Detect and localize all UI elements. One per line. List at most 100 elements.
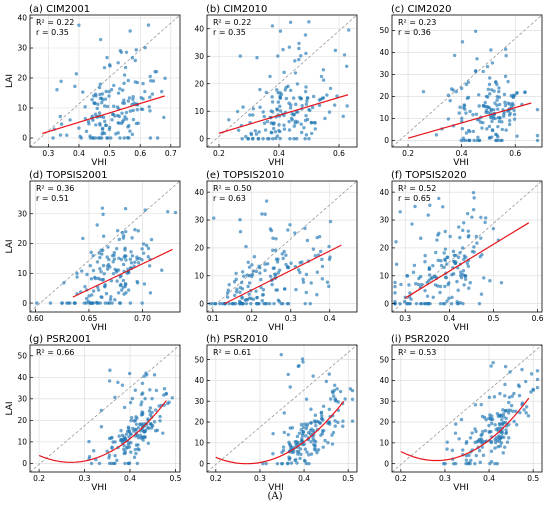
data-point xyxy=(495,94,499,99)
data-point xyxy=(251,113,255,117)
x-tick-label: 0.65 xyxy=(81,314,98,323)
data-point xyxy=(246,137,250,141)
data-point xyxy=(493,446,497,450)
data-point xyxy=(298,456,302,461)
data-point xyxy=(461,272,465,277)
y-tick-label: 10 xyxy=(379,114,389,123)
data-point xyxy=(517,393,522,398)
data-point xyxy=(496,445,500,449)
data-point xyxy=(321,68,326,72)
data-point xyxy=(442,251,446,255)
x-tick-label: 0.2 xyxy=(210,474,222,483)
data-point xyxy=(291,96,296,100)
y-tick-label: 20 xyxy=(194,244,204,253)
data-point xyxy=(475,241,479,245)
y-tick-label: 20 xyxy=(379,92,389,101)
data-point xyxy=(336,420,340,425)
data-point xyxy=(238,290,242,294)
data-point xyxy=(128,257,133,261)
data-point xyxy=(98,92,102,97)
data-point xyxy=(500,138,504,143)
data-point xyxy=(101,212,105,217)
plot-area xyxy=(207,181,357,312)
plot-area xyxy=(30,345,180,472)
data-point xyxy=(277,123,281,127)
data-point xyxy=(511,93,515,98)
fit-line xyxy=(42,95,165,135)
data-point xyxy=(304,51,308,56)
data-point xyxy=(107,257,111,262)
y-axis-label: LAI xyxy=(5,401,15,415)
data-point xyxy=(154,69,159,74)
data-point xyxy=(226,288,230,292)
data-point xyxy=(442,265,446,270)
data-point xyxy=(304,290,309,295)
data-point xyxy=(258,87,262,92)
data-point xyxy=(99,425,104,429)
data-point xyxy=(115,279,119,283)
data-point xyxy=(251,137,255,141)
data-point xyxy=(126,442,130,447)
data-point xyxy=(100,252,104,256)
data-point xyxy=(479,402,484,407)
data-point xyxy=(98,255,102,260)
data-point xyxy=(426,213,430,217)
data-point xyxy=(523,90,527,95)
y-tick-label: 20 xyxy=(194,79,204,88)
data-point xyxy=(301,430,306,434)
data-point xyxy=(512,112,517,117)
data-point xyxy=(294,287,298,292)
data-point xyxy=(437,196,441,201)
data-point xyxy=(148,291,153,295)
data-point xyxy=(244,301,249,306)
data-point xyxy=(461,448,465,452)
x-tick-label: 0.3 xyxy=(439,474,451,483)
data-point xyxy=(507,122,512,127)
data-point xyxy=(129,450,133,454)
y-tick-label: 30 xyxy=(17,44,27,53)
x-tick-label: 0.3 xyxy=(399,314,411,323)
data-point xyxy=(509,403,514,408)
panel-title: (h) PSR2010 xyxy=(206,334,268,345)
data-point xyxy=(129,415,134,420)
data-point xyxy=(249,301,253,306)
y-tick-label: 0 xyxy=(384,299,389,308)
data-point xyxy=(123,282,128,286)
data-point xyxy=(320,431,325,436)
data-point xyxy=(95,301,99,305)
data-point xyxy=(449,301,454,306)
data-point xyxy=(535,133,540,138)
data-point xyxy=(118,49,123,53)
data-point xyxy=(271,248,275,253)
data-point xyxy=(88,136,93,140)
data-point xyxy=(394,240,398,244)
data-point xyxy=(320,277,325,281)
data-point xyxy=(118,136,122,140)
data-point xyxy=(129,261,134,265)
data-point xyxy=(408,291,412,295)
data-point xyxy=(93,275,97,280)
y-tick-label: 20 xyxy=(17,239,27,248)
stat-label: r = 0.51 xyxy=(36,194,69,203)
stat-label: r = 0.35 xyxy=(213,28,246,37)
fit-line xyxy=(72,248,173,298)
data-point xyxy=(259,285,263,290)
x-tick-label: 0.2 xyxy=(246,314,258,323)
data-point xyxy=(497,119,502,124)
data-point xyxy=(515,134,519,138)
data-point xyxy=(129,441,133,445)
y-tick-label: 10 xyxy=(379,439,389,448)
data-point xyxy=(108,297,113,302)
y-tick-label: 40 xyxy=(17,373,27,382)
data-point xyxy=(501,451,505,455)
data-point xyxy=(489,439,494,444)
data-point xyxy=(105,136,109,140)
data-point xyxy=(324,379,329,384)
stat-label: r = 0.63 xyxy=(213,194,246,203)
x-tick-label: 0.4 xyxy=(73,149,85,158)
data-point xyxy=(296,440,300,445)
data-point xyxy=(496,135,500,139)
data-point xyxy=(236,128,241,132)
data-point xyxy=(122,405,127,410)
data-point xyxy=(434,133,439,137)
